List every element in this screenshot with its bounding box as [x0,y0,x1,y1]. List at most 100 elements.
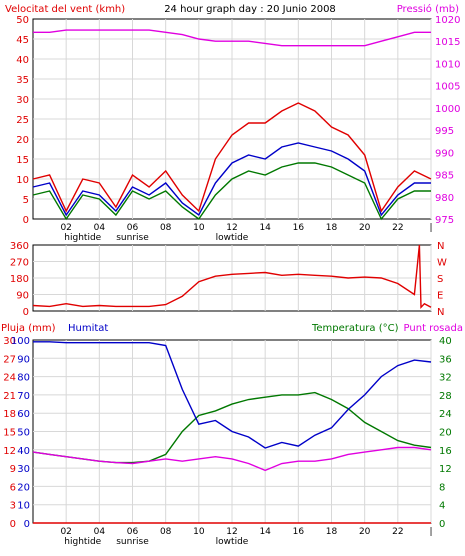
y-tick-humidity: 90 [17,354,30,365]
x-annotation: sunrise [116,537,149,547]
y-tick-right: E [437,291,443,302]
y-tick-left: 40 [16,55,29,66]
x-tick-label: 08 [160,223,172,233]
x-annotation: hightide [64,233,101,243]
y-tick-left: 20 [16,135,29,146]
x-tick-label: 08 [160,527,172,537]
y-tick-right: 1015 [435,37,460,48]
y-tick-rain: 27 [3,354,16,365]
y-tick-left: 5 [23,195,29,206]
y-tick-right: 975 [435,215,454,226]
x-annotation: lowtide [216,233,249,243]
y-tick-rain: 30 [3,336,16,347]
y-tick-temperature: 40 [439,336,452,347]
y-axis-label-left: Velocitat del vent (kmh) [5,4,125,15]
y-tick-left: 180 [10,274,29,285]
y-tick-temperature: 12 [439,464,452,475]
x-tick-label: 04 [94,527,106,537]
y-axis-label-temperature: Temperatura (°C) [311,323,399,334]
x-annotation: lowtide [216,537,249,547]
direction-line-0 [32,244,432,310]
x-tick-label: | [429,223,432,233]
y-tick-humidity: 30 [17,464,30,475]
x-tick-label: 20 [359,223,371,233]
x-tick-label: 10 [193,223,205,233]
y-tick-left: 15 [16,155,29,166]
y-tick-rain: 21 [3,391,16,402]
y-tick-right: 1020 [435,15,460,26]
y-axis-label-humidity: Humitat [68,323,108,334]
y-tick-right: N [437,241,444,252]
x-tick-label: 20 [359,527,371,537]
x-tick-label: 06 [127,223,139,233]
y-tick-rain: 3 [10,501,16,512]
y-tick-temperature: 20 [439,428,452,439]
y-tick-humidity: 20 [17,482,30,493]
x-annotation: sunrise [116,233,149,243]
y-tick-left: 360 [10,241,29,252]
dewpoint-line [32,446,432,472]
y-tick-right: 995 [435,126,454,137]
y-tick-temperature: 36 [439,354,452,365]
y-tick-rain: 18 [3,409,16,420]
x-annotation: hightide [64,537,101,547]
y-tick-left: 0 [23,307,29,318]
y-tick-humidity: 10 [17,501,30,512]
y-tick-left: 0 [23,215,29,226]
x-tick-label: 12 [226,527,237,537]
wind-series-line-0 [32,102,432,213]
y-tick-humidity: 100 [11,336,30,347]
y-axis-label-rain: Pluja (mm) [1,323,56,334]
x-tick-label: 14 [259,223,271,233]
x-tick-label: 22 [392,527,403,537]
y-tick-humidity: 60 [17,409,30,420]
y-tick-right: S [437,274,443,285]
y-tick-rain: 15 [3,428,16,439]
y-tick-left: 50 [16,15,29,26]
y-tick-left: 90 [16,291,29,302]
chart-title: 24 hour graph day : 20 Junio 2008 [164,4,336,15]
y-tick-humidity: 70 [17,391,30,402]
y-tick-left: 270 [10,258,29,269]
x-tick-label: 06 [127,527,139,537]
y-tick-right: N [437,307,444,318]
y-tick-temperature: 0 [439,519,445,530]
x-tick-label: 12 [226,223,237,233]
y-tick-rain: 6 [10,482,16,493]
y-axis-label-dewpoint: Punt rosada [404,323,463,334]
y-tick-left: 35 [16,75,29,86]
y-tick-right: 980 [435,193,454,204]
x-tick-label: | [429,527,432,537]
y-tick-temperature: 32 [439,373,452,384]
y-tick-left: 10 [16,175,29,186]
y-tick-humidity: 40 [17,446,30,457]
x-tick-label: 16 [293,527,305,537]
y-tick-left: 45 [16,35,29,46]
y-tick-left: 30 [16,95,29,106]
y-tick-rain: 9 [10,464,16,475]
x-tick-label: 16 [293,223,305,233]
y-tick-right: 985 [435,171,454,182]
y-tick-humidity: 80 [17,373,30,384]
humidity-line [33,341,432,449]
x-tick-label: 18 [326,527,338,537]
y-tick-right: W [437,258,447,269]
x-tick-label: 18 [326,223,338,233]
y-tick-temperature: 24 [439,409,452,420]
x-tick-label: 02 [60,527,71,537]
x-tick-label: 14 [259,527,271,537]
y-axis-label-right: Pressió (mb) [397,3,459,15]
y-tick-humidity: 0 [24,519,30,530]
x-tick-label: 22 [392,223,403,233]
y-tick-right: 990 [435,148,454,159]
y-tick-rain: 0 [10,519,16,530]
x-tick-label: 04 [94,223,106,233]
x-tick-label: 02 [60,223,71,233]
y-tick-temperature: 8 [439,482,445,493]
y-tick-humidity: 50 [17,428,30,439]
y-tick-temperature: 16 [439,446,452,457]
pressure-line [33,29,431,47]
y-tick-right: 1000 [435,104,460,115]
y-tick-temperature: 4 [439,501,445,512]
